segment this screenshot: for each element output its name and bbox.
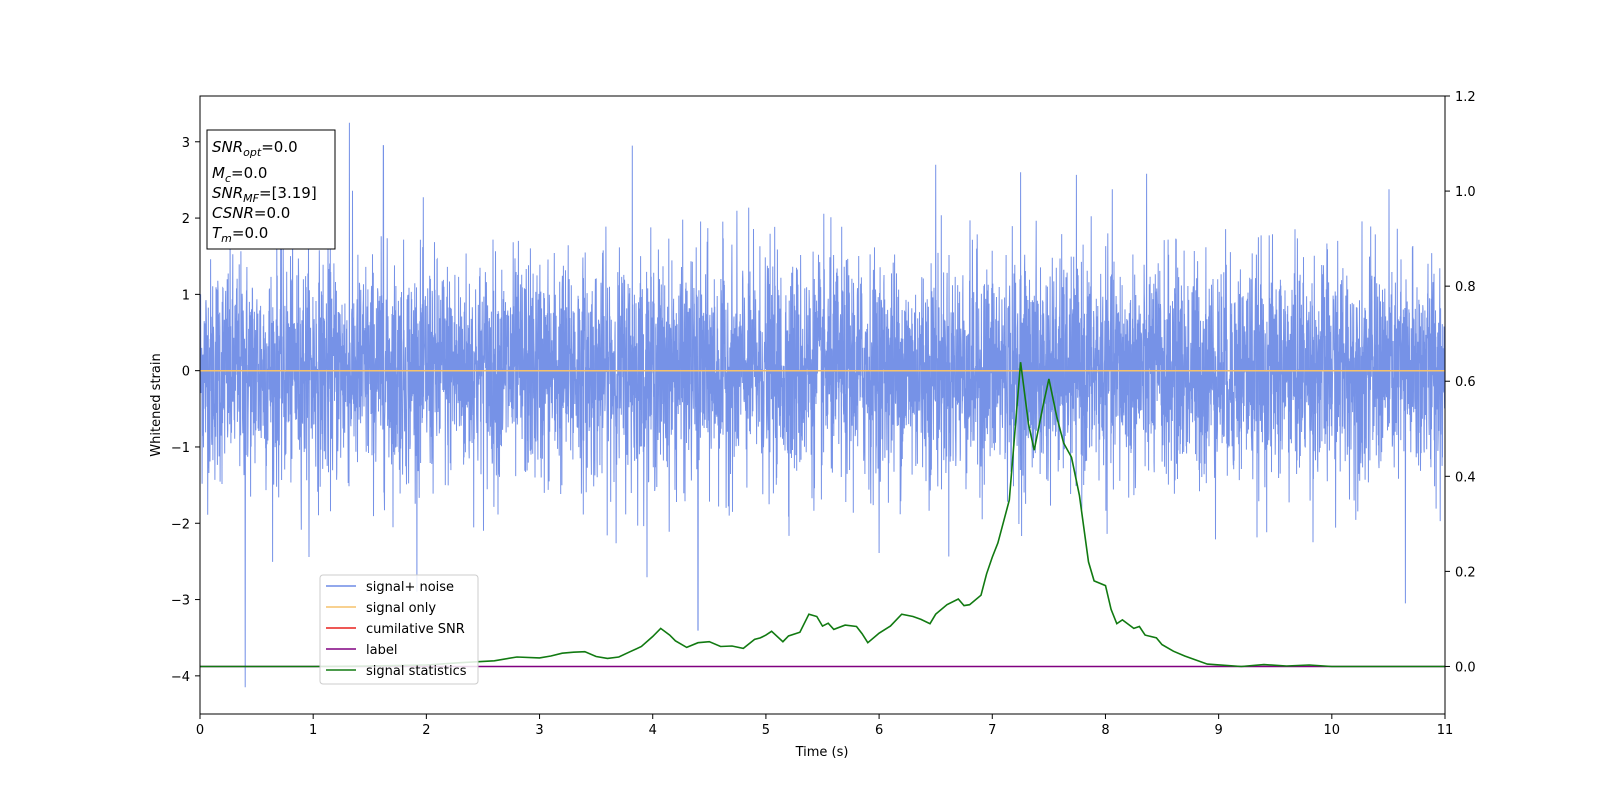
y-tick-label: 1 bbox=[182, 288, 190, 303]
y-tick-label: 0 bbox=[182, 365, 190, 380]
y2-tick-label: 1.2 bbox=[1455, 90, 1476, 105]
y-tick-label: −1 bbox=[171, 441, 190, 456]
x-tick-label: 3 bbox=[535, 723, 543, 738]
mc-text: Mc=0.0 bbox=[212, 164, 267, 185]
snr-info-box-frame bbox=[206, 129, 336, 250]
y2-tick-label: 1.0 bbox=[1455, 185, 1476, 200]
y-tick-label: −4 bbox=[171, 670, 190, 685]
legend-label-signal-only: signal only bbox=[366, 601, 436, 616]
tm-text: Tm=0.0 bbox=[212, 224, 268, 245]
x-tick-label: 1 bbox=[309, 723, 317, 738]
y2-tick-label: 0.2 bbox=[1455, 565, 1476, 580]
snr-mf-text: SNRMF=[3.19] bbox=[212, 184, 317, 205]
x-tick-label: 7 bbox=[988, 723, 996, 738]
legend-label-signal-statistics: signal statistics bbox=[366, 664, 467, 679]
series-signal-noise-line bbox=[200, 122, 1445, 688]
plot-frame bbox=[199, 95, 1446, 715]
y-axis-title: Whitened strain bbox=[149, 353, 164, 456]
x-tick-label: 2 bbox=[422, 723, 430, 738]
y2-tick-label: 0.0 bbox=[1455, 660, 1476, 675]
chart-legend: signal+ noise signal only cumilative SNR… bbox=[319, 574, 479, 685]
series-signal-statistics-line bbox=[200, 362, 1445, 668]
x-tick-label: 10 bbox=[1324, 723, 1341, 738]
y-tick-label: 2 bbox=[182, 212, 190, 227]
y2-tick-label: 0.6 bbox=[1455, 375, 1476, 390]
legend-label-label: label bbox=[366, 643, 397, 658]
legend-label-signal-noise: signal+ noise bbox=[366, 580, 454, 595]
x-tick-label: 9 bbox=[1214, 723, 1222, 738]
axis-ticks-layer: 0 1 2 3 4 5 6 7 8 9 10 113210−1−2−3−41.21.00.80.60.… bbox=[171, 90, 1476, 738]
x-tick-label: 6 bbox=[875, 723, 883, 738]
x-tick-label: 8 bbox=[1101, 723, 1109, 738]
y-tick-label: 3 bbox=[182, 136, 190, 151]
x-tick-label: 5 bbox=[762, 723, 770, 738]
legend-frame bbox=[319, 574, 479, 685]
x-axis-title: Time (s) bbox=[795, 745, 849, 760]
y-tick-label: −3 bbox=[171, 594, 190, 609]
y2-tick-label: 0.4 bbox=[1455, 470, 1476, 485]
x-tick-label: 0 bbox=[196, 723, 204, 738]
y-tick-label: −2 bbox=[171, 517, 190, 532]
csnr-text: CSNR=0.0 bbox=[212, 204, 290, 222]
snr-info-box: SNRopt=0.0 Mc=0.0 SNRMF=[3.19] CSNR=0.0 … bbox=[206, 129, 336, 250]
x-tick-label: 4 bbox=[649, 723, 657, 738]
legend-label-cumulative-snr: cumilative SNR bbox=[366, 622, 465, 637]
x-tick-label: 11 bbox=[1437, 723, 1454, 738]
y2-tick-label: 0.8 bbox=[1455, 280, 1476, 295]
snr-opt-text: SNRopt=0.0 bbox=[212, 138, 298, 159]
